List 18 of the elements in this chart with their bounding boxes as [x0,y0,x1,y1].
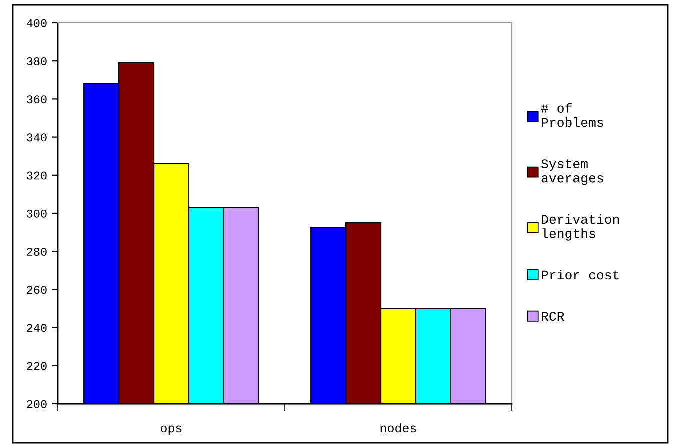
y-tick-label: 260 [27,286,47,294]
y-tick-label: 240 [27,324,47,332]
legend-label: # of Problems [541,103,604,128]
y-tick-label: 360 [27,96,47,104]
y-tick-label: 380 [27,57,47,66]
y-tick-label: 300 [27,210,47,218]
legend-label: Prior cost [542,270,619,280]
legend-label: System averages [542,160,604,186]
y-tick-label: 280 [27,248,47,256]
y-tick-label: 220 [27,362,47,370]
legend-label: RCR [542,312,564,322]
y-tick-label: 340 [27,134,47,142]
x-tick-label: nodes [380,423,416,433]
x-tick-label: ops [161,426,182,436]
y-tick-label: 400 [26,19,47,28]
y-tick-label: 200 [27,400,47,408]
legend-label: Derivation lengths [542,214,620,241]
y-tick-label: 320 [27,172,47,180]
